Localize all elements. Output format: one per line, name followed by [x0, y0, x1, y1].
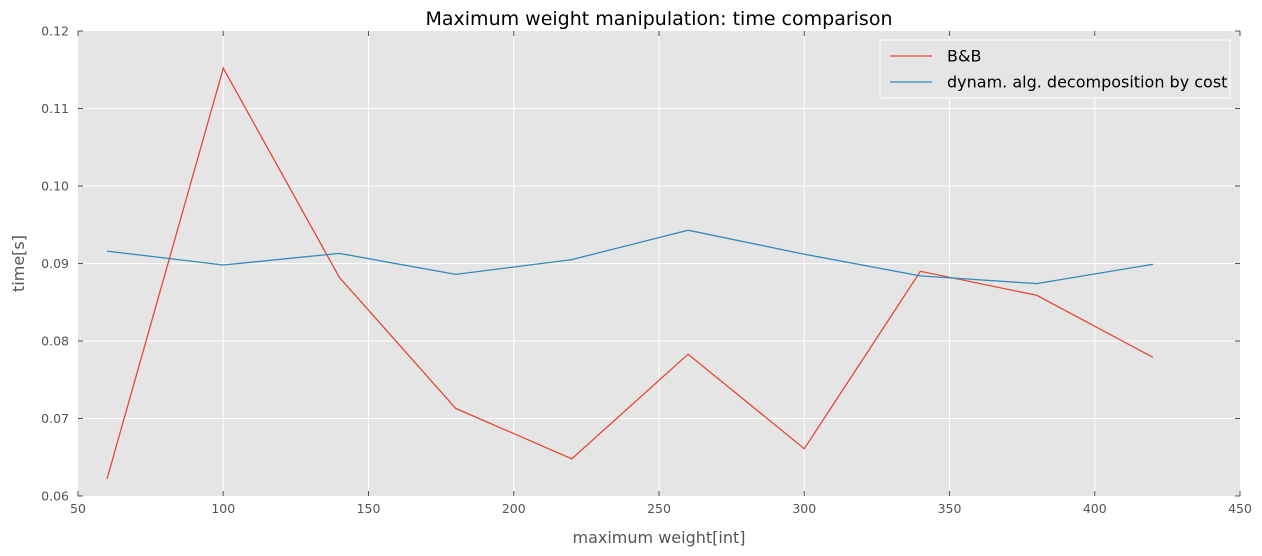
x-tick-label: 350 — [938, 501, 962, 516]
y-tick-label: 0.06 — [41, 489, 69, 504]
x-tick-labels: 50 100 150 200 250 300 350 400 450 — [70, 501, 1252, 516]
x-tick-label: 150 — [357, 501, 381, 516]
legend-label-2: dynam. alg. decomposition by cost — [947, 73, 1227, 92]
x-tick-label: 200 — [502, 501, 526, 516]
y-tick-label: 0.10 — [41, 179, 69, 194]
series-lines — [106, 66, 1154, 480]
y-tick-label: 0.07 — [41, 411, 69, 426]
x-tick-label: 50 — [70, 501, 86, 516]
axis-ticks — [77, 30, 1241, 497]
x-tick-label: 400 — [1083, 501, 1107, 516]
grid-lines — [78, 31, 1240, 496]
chart-title: Maximum weight manipulation: time compar… — [426, 8, 893, 30]
legend-frame — [879, 39, 1231, 99]
x-axis-label: maximum weight[int] — [573, 528, 746, 547]
y-tick-label: 0.08 — [41, 334, 69, 349]
y-tick-label: 0.12 — [41, 24, 69, 39]
legend: B&B dynam. alg. decomposition by cost — [879, 39, 1231, 99]
y-tick-label: 0.11 — [41, 101, 69, 116]
series-line-2 — [106, 229, 1154, 285]
legend-label-1: B&B — [947, 47, 981, 66]
y-tick-label: 0.09 — [41, 256, 69, 271]
x-tick-label: 250 — [647, 501, 671, 516]
y-axis-label: time[s] — [9, 235, 28, 292]
series-line-1 — [106, 66, 1154, 480]
x-tick-label: 100 — [211, 501, 235, 516]
x-tick-label: 300 — [792, 501, 816, 516]
x-tick-label: 450 — [1228, 501, 1252, 516]
y-tick-labels: 0.06 0.07 0.08 0.09 0.10 0.11 0.12 — [41, 24, 69, 504]
